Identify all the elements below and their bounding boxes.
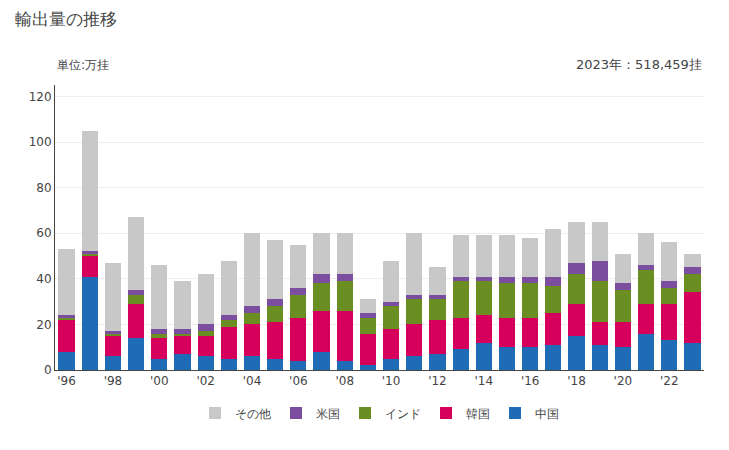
svg-text:中国: 中国 [535,407,559,421]
svg-text:韓国: 韓国 [466,407,490,421]
svg-text:'02: '02 [196,374,215,388]
svg-text:'96: '96 [57,374,76,388]
svg-text:100: 100 [29,135,52,149]
svg-text:80: 80 [36,181,51,195]
svg-text:'16: '16 [521,374,540,388]
svg-text:'08: '08 [335,374,354,388]
svg-text:'12: '12 [428,374,447,388]
svg-text:'18: '18 [567,374,586,388]
svg-text:20: 20 [36,318,51,332]
svg-text:'14: '14 [475,374,494,388]
svg-text:その他: その他 [235,407,271,421]
svg-text:'06: '06 [289,374,308,388]
svg-text:単位:万挂: 単位:万挂 [57,58,109,72]
svg-text:'22: '22 [660,374,679,388]
svg-text:40: 40 [36,272,51,286]
svg-text:'10: '10 [382,374,401,388]
svg-text:2023年：518,459挂: 2023年：518,459挂 [576,57,702,72]
svg-text:'20: '20 [614,374,633,388]
svg-text:米国: 米国 [316,407,340,421]
svg-text:'04: '04 [243,374,262,388]
svg-text:'98: '98 [104,374,123,388]
svg-text:輸出量の推移: 輸出量の推移 [15,9,117,29]
svg-text:0: 0 [44,363,52,377]
svg-text:60: 60 [36,226,51,240]
svg-text:インド: インド [385,407,421,421]
svg-text:'00: '00 [150,374,169,388]
svg-text:120: 120 [29,90,52,104]
